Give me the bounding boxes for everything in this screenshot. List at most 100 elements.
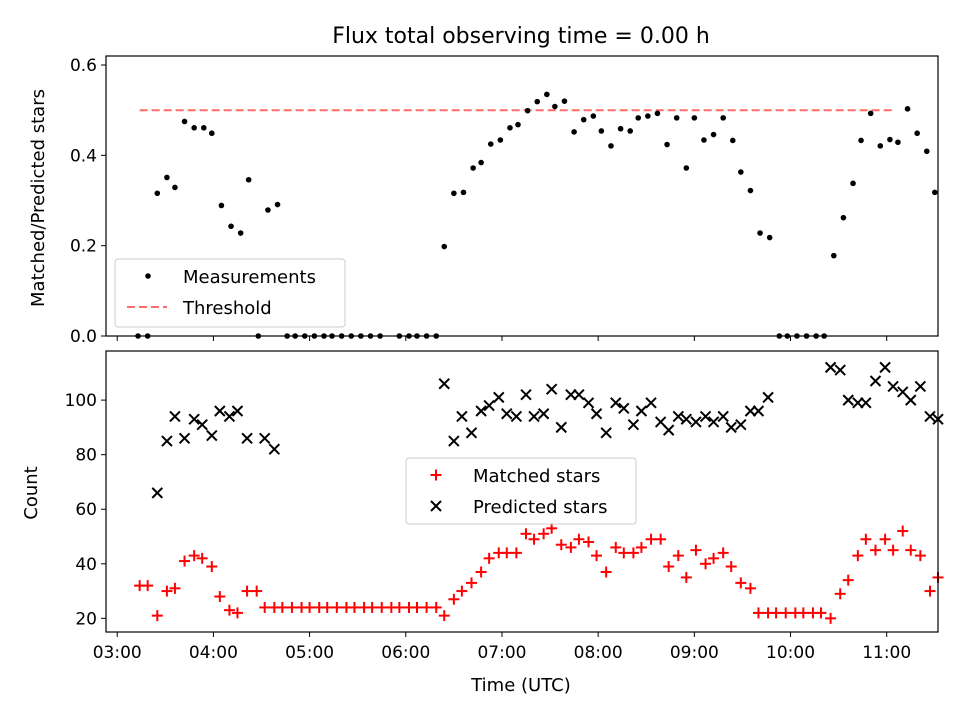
predicted-point (752, 405, 765, 417)
predicted-point (528, 410, 540, 423)
matched-point (618, 547, 630, 559)
predicted-point (645, 397, 657, 409)
predicted-point-b (161, 435, 173, 447)
predicted-point (231, 405, 244, 417)
predicted-point (188, 413, 200, 425)
predicted-point-b (510, 410, 523, 423)
matched-point (483, 552, 495, 564)
predicted-point-b (824, 361, 837, 374)
measurement-point (590, 113, 597, 119)
predicted-point-b (465, 427, 478, 439)
measurement-point (914, 130, 920, 137)
measurement-point (766, 234, 773, 241)
measurement-point (895, 139, 901, 146)
matched-point (259, 601, 271, 613)
predicted-point (537, 408, 550, 420)
matched-point (735, 577, 747, 589)
matched-point (852, 550, 864, 562)
measurement-point (154, 190, 161, 197)
measurement-point (218, 202, 225, 209)
legend-label-measurements: Measurements (183, 267, 316, 288)
predicted-point (924, 410, 936, 423)
matched-point (169, 582, 181, 594)
matched-point (842, 574, 854, 586)
predicted-point (707, 416, 720, 428)
predicted-point (717, 410, 729, 423)
predicted-point-b (725, 421, 737, 434)
predicted-point-b (610, 397, 622, 409)
predicted-point-b (196, 418, 208, 431)
predicted-point (635, 405, 648, 417)
bottom-legend: Matched stars Predicted stars (405, 457, 637, 525)
measurement-point (654, 110, 661, 117)
predicted-point (735, 418, 747, 431)
measurement-point (664, 141, 670, 148)
matched-point (690, 544, 702, 556)
predicted-point-b (590, 408, 603, 420)
predicted-point-b (582, 397, 595, 409)
matched-point (815, 607, 827, 619)
measurement-point (673, 115, 680, 121)
measurement-point (265, 207, 271, 213)
predicted-point (438, 378, 450, 390)
predicted-point (610, 397, 622, 409)
predicted-point (268, 443, 281, 455)
measurement-point (738, 169, 744, 175)
measurement-point (598, 128, 605, 134)
predicted-point (161, 435, 173, 447)
matched-point (600, 566, 612, 578)
predicted-point (690, 416, 702, 428)
matched-point (546, 522, 558, 534)
predicted-point-b (842, 394, 854, 406)
measurement-point (887, 136, 893, 143)
top-y-axis-label: Matched/Predicted stars (28, 89, 49, 307)
predicted-point-b (635, 405, 648, 417)
measurement-point (245, 176, 252, 183)
predicted-point-b (448, 435, 460, 447)
top-legend-box (114, 258, 346, 328)
predicted-point-b (860, 397, 872, 409)
top-plot-frame (105, 55, 939, 337)
bottom-y-tick-label: 40 (75, 555, 97, 575)
predicted-point (590, 408, 603, 420)
measurement-point (710, 131, 717, 138)
matched-point (655, 533, 667, 545)
predicted-point (475, 405, 487, 417)
matched-point (717, 547, 729, 559)
matched-point (438, 610, 450, 622)
measurement-point (850, 180, 856, 187)
predicted-point-b (151, 487, 164, 499)
matched-point (179, 555, 191, 567)
matched-point (869, 544, 881, 556)
predicted-point-b (178, 432, 191, 445)
measurement-point (931, 189, 938, 196)
bottom-legend-box (405, 457, 637, 525)
matched-point (206, 561, 218, 573)
predicted-point-b (528, 410, 540, 423)
matched-point (348, 601, 360, 613)
matched-point (744, 582, 756, 594)
measurement-point (552, 103, 558, 110)
measurement-point (164, 174, 170, 181)
measurement-point (580, 116, 587, 123)
measurement-point (534, 98, 541, 105)
matched-point (528, 533, 540, 545)
matched-point (583, 536, 595, 548)
predicted-point-b (169, 410, 181, 423)
matched-point (573, 533, 585, 545)
measurement-point (571, 129, 577, 135)
measurement-point (904, 106, 911, 112)
matched-point (680, 571, 692, 583)
predicted-point-b (520, 388, 532, 401)
matched-point (645, 533, 657, 545)
matched-point (700, 558, 712, 570)
matched-point (897, 525, 909, 537)
matched-point (770, 607, 782, 619)
predicted-point (905, 394, 917, 406)
legend-label-matched: Matched stars (473, 466, 600, 487)
matched-point (241, 585, 253, 597)
measurement-point (497, 137, 504, 143)
predicted-point-b (924, 410, 936, 423)
matched-point (555, 539, 567, 551)
